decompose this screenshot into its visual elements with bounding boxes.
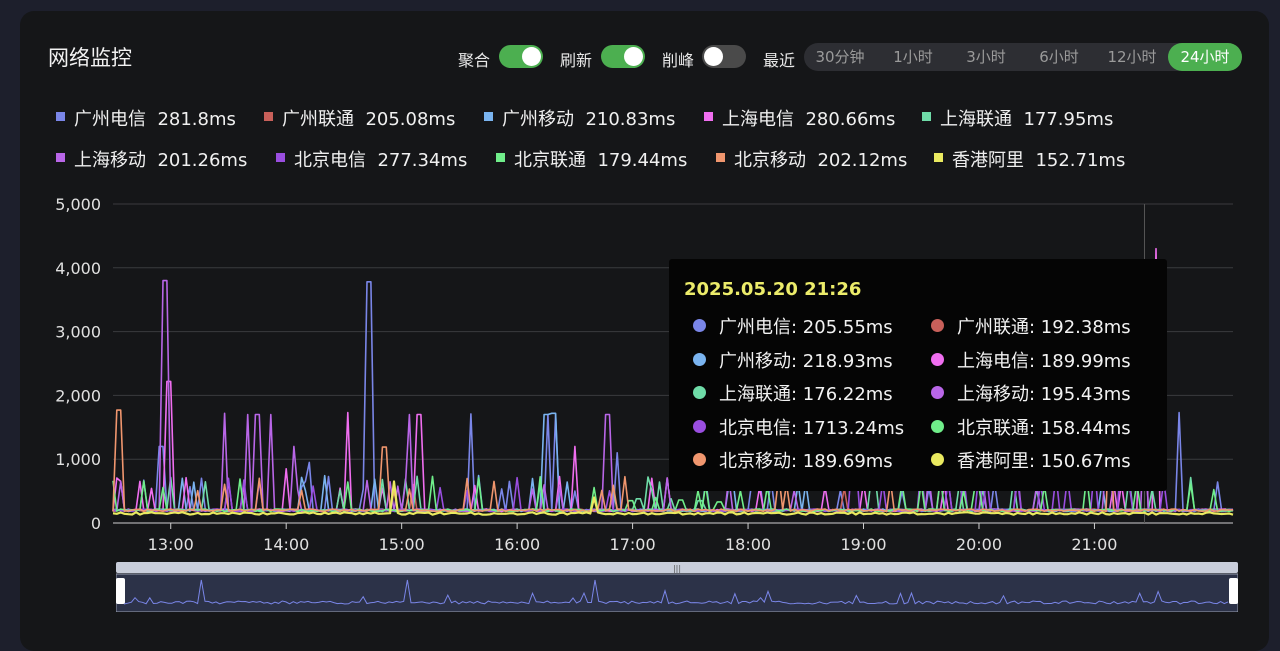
range-30min[interactable]: 30分钟 — [815, 48, 865, 66]
legend-name: 香港阿里 — [952, 150, 1024, 171]
range-12h[interactable]: 12小时 — [1107, 48, 1157, 66]
legend-name: 北京联通 — [514, 150, 586, 171]
legend-swatch — [922, 112, 931, 121]
slider-left-handle — [116, 578, 125, 604]
legend-swatch — [484, 112, 493, 121]
range-1h[interactable]: 1小时 — [893, 48, 933, 66]
tooltip-value: 上海电信: 189.99ms — [957, 350, 1131, 372]
refresh-toggle[interactable] — [601, 45, 645, 68]
legend-swatch — [716, 153, 725, 162]
tooltip-value: 北京联通: 158.44ms — [957, 417, 1131, 439]
tooltip-dot — [931, 453, 944, 466]
legend-swatch — [56, 153, 65, 162]
tooltip-dot — [693, 419, 706, 433]
tooltip-dot — [931, 386, 944, 399]
slider-right-handle — [1229, 578, 1238, 604]
slider-preview-line — [123, 579, 1229, 605]
slider-window — [116, 573, 1238, 612]
data-zoom-slider[interactable]: ||| — [116, 562, 1238, 612]
range-24h[interactable]: 24小时 — [1168, 43, 1242, 71]
toggle-knob — [522, 47, 541, 66]
refresh-label: 刷新 — [560, 51, 593, 70]
tooltip-dot — [931, 419, 944, 433]
legend-value: 277.34ms — [377, 150, 468, 171]
tooltip-value: 广州电信: 205.55ms — [719, 317, 893, 338]
chart-tooltip: 2025.05.20 21:26 广州电信: 205.55ms 广州联通: 192… — [669, 259, 1167, 491]
time-range-selector: 30分钟 1小时 3小时 6小时 12小时 24小时 — [804, 43, 1242, 71]
legend-name: 广州电信 — [74, 109, 146, 130]
tooltip-value: 上海移动: 195.43ms — [957, 384, 1131, 405]
legend-value: 210.83ms — [585, 109, 676, 130]
legend-value: 152.71ms — [1035, 150, 1126, 171]
legend-value: 281.8ms — [157, 109, 236, 130]
tooltip-dot — [693, 319, 706, 332]
legend-name: 广州移动 — [502, 109, 574, 130]
legend-value: 201.26ms — [157, 150, 248, 171]
legend-swatch — [934, 153, 943, 162]
tooltip-value: 广州移动: 218.93ms — [719, 350, 893, 372]
legend-name: 广州联通 — [282, 109, 354, 130]
legend-value: 280.66ms — [805, 109, 896, 130]
peak-clip-label: 削峰 — [662, 51, 695, 70]
range-3h[interactable]: 3小时 — [966, 48, 1006, 66]
tooltip-value: 北京电信: 1713.24ms — [719, 417, 905, 439]
legend-name: 上海电信 — [722, 109, 794, 130]
page-title: 网络监控 — [48, 46, 132, 70]
toggle-knob — [624, 47, 643, 66]
legend-value: 205.08ms — [365, 109, 456, 130]
peak-clip-toggle[interactable] — [702, 45, 746, 68]
tooltip-value: 上海联通: 176.22ms — [719, 384, 893, 405]
legend-name: 上海移动 — [74, 150, 146, 171]
tooltip-dot — [931, 352, 944, 366]
legend-value: 202.12ms — [817, 150, 908, 171]
tooltip-dot — [693, 386, 706, 399]
aggregate-label: 聚合 — [458, 51, 491, 70]
legend-name: 北京移动 — [734, 150, 806, 171]
tooltip-dot — [693, 453, 706, 466]
legend-swatch — [704, 112, 713, 121]
tooltip-value: 广州联通: 192.38ms — [957, 317, 1131, 338]
toggle-knob — [704, 47, 723, 66]
tooltip-dot — [931, 319, 944, 332]
legend-value: 177.95ms — [1023, 109, 1114, 130]
tooltip-value: 北京移动: 189.69ms — [719, 451, 893, 472]
legend-name: 上海联通 — [940, 109, 1012, 130]
legend-swatch — [264, 112, 273, 121]
tooltip-title: 2025.05.20 21:26 — [684, 279, 862, 300]
legend-value: 179.44ms — [597, 150, 688, 171]
legend-swatch — [276, 153, 285, 162]
slider-top-bar — [116, 562, 1238, 573]
range-label: 最近 — [763, 51, 796, 70]
tooltip-dot — [693, 352, 706, 366]
legend-swatch — [56, 112, 65, 121]
slider-grip: ||| — [673, 564, 681, 573]
legend-name: 北京电信 — [294, 150, 366, 171]
tooltip-value: 香港阿里: 150.67ms — [957, 451, 1131, 472]
aggregate-toggle[interactable] — [499, 45, 543, 68]
range-6h[interactable]: 6小时 — [1039, 48, 1079, 66]
legend-swatch — [496, 153, 505, 162]
